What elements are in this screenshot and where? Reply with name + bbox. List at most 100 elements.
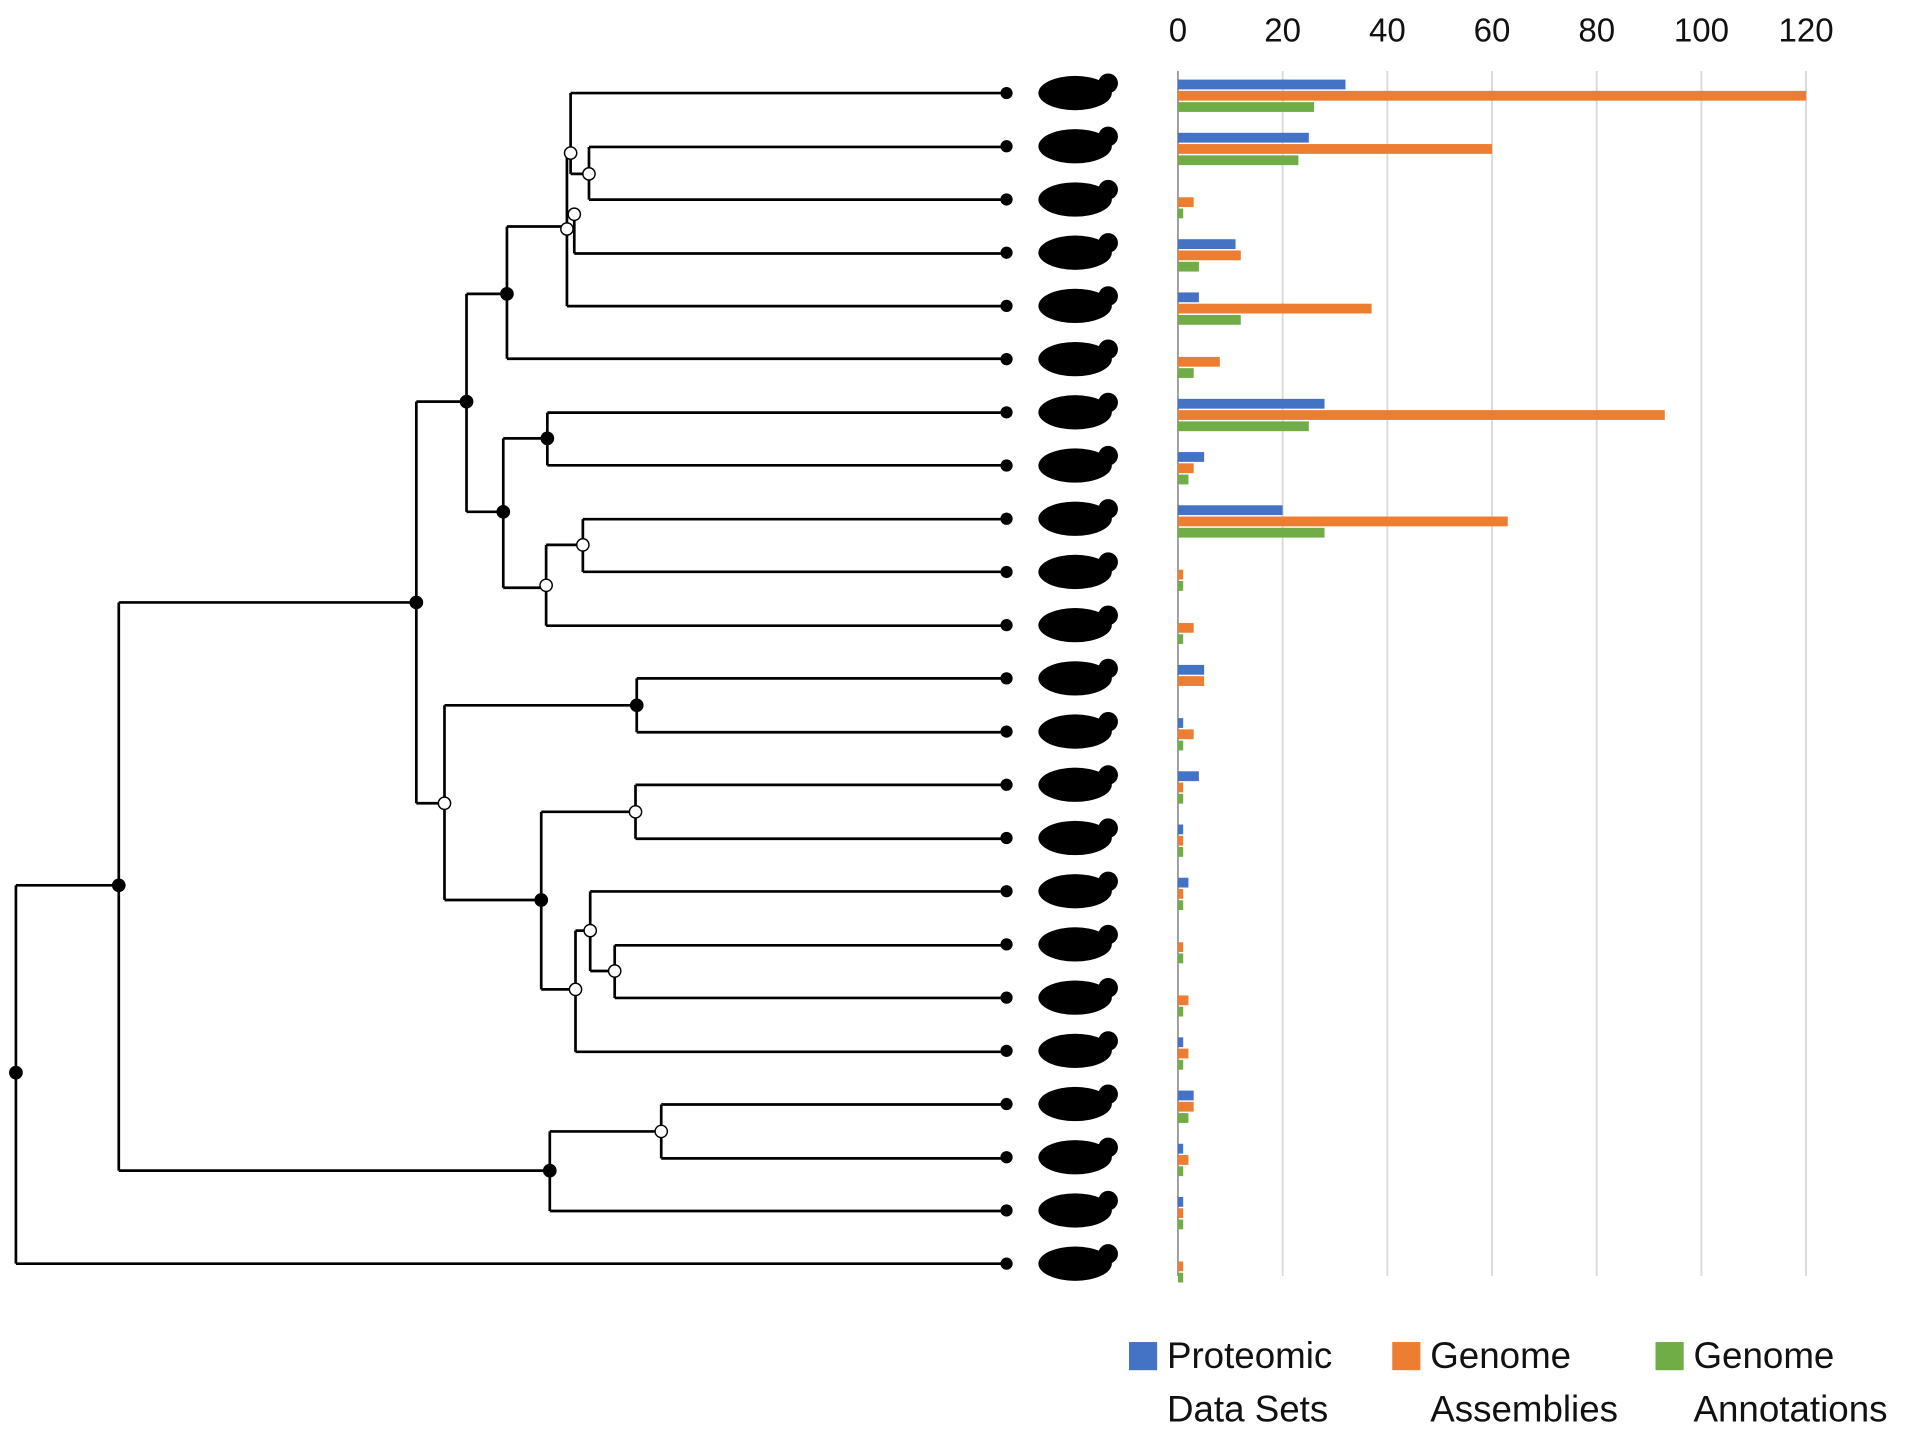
node xyxy=(111,878,126,893)
leaf-dot xyxy=(1000,1044,1013,1057)
animal-silhouette-head xyxy=(1098,73,1118,94)
bar xyxy=(1177,421,1309,432)
animal-silhouette xyxy=(1038,980,1112,1015)
animal-silhouette xyxy=(1038,714,1112,749)
bar xyxy=(1177,793,1184,804)
node-open xyxy=(437,796,452,811)
x-tick-label: 0 xyxy=(1169,13,1187,50)
leaf-dot xyxy=(1000,565,1013,579)
leaf-dot xyxy=(1000,938,1013,951)
leaf-dot xyxy=(1000,299,1013,313)
bar xyxy=(1177,250,1241,261)
bar xyxy=(1177,835,1184,846)
node xyxy=(542,1163,557,1178)
node-open xyxy=(576,538,590,552)
animal-silhouette-head xyxy=(1098,392,1118,413)
bar xyxy=(1177,771,1199,782)
animal-silhouette-head xyxy=(1098,552,1118,572)
node-open xyxy=(583,923,598,938)
bar xyxy=(1177,1048,1189,1059)
animal-silhouette-head xyxy=(1098,658,1118,679)
bar xyxy=(1177,1219,1184,1230)
animal-silhouette xyxy=(1038,874,1112,909)
bar xyxy=(1177,356,1220,367)
leaf-dot xyxy=(1000,831,1013,845)
animal-silhouette xyxy=(1038,395,1112,430)
bar xyxy=(1177,79,1346,90)
bar xyxy=(1177,847,1184,857)
bar xyxy=(1177,516,1508,527)
leaf-dot xyxy=(1000,991,1013,1004)
bar xyxy=(1177,144,1493,154)
node-open xyxy=(628,804,643,819)
bar xyxy=(1177,90,1807,101)
animal-silhouette-head xyxy=(1098,126,1118,147)
bar xyxy=(1177,463,1194,474)
node xyxy=(534,893,549,907)
node-open xyxy=(568,982,583,997)
animal-silhouette-head xyxy=(1098,765,1118,785)
node xyxy=(496,504,511,519)
x-tick-label: 120 xyxy=(1779,13,1834,50)
x-tick-label: 40 xyxy=(1369,13,1406,50)
bar xyxy=(1177,782,1184,793)
animal-silhouette xyxy=(1038,1033,1112,1068)
bar xyxy=(1177,261,1199,272)
bar xyxy=(1177,132,1309,143)
legend-item: Genome Assemblies xyxy=(1392,1330,1643,1438)
node xyxy=(409,595,424,610)
animal-silhouette-head xyxy=(1098,499,1118,519)
animal-silhouette xyxy=(1038,75,1112,111)
node-open xyxy=(560,222,574,236)
node-open xyxy=(567,207,582,222)
leaf-dot xyxy=(1000,406,1013,419)
x-tick-label: 20 xyxy=(1264,13,1301,50)
bar xyxy=(1177,452,1205,462)
legend-swatch xyxy=(1392,1342,1421,1371)
bar xyxy=(1177,1166,1184,1177)
animal-silhouette-head xyxy=(1098,711,1118,732)
animal-silhouette-head xyxy=(1098,605,1118,626)
leaf-dot xyxy=(1000,672,1013,685)
bar xyxy=(1177,877,1189,888)
node xyxy=(500,287,514,301)
bar xyxy=(1177,239,1236,250)
leaf-dot xyxy=(1000,140,1013,153)
bar xyxy=(1177,303,1372,314)
animal-silhouette xyxy=(1038,288,1112,324)
legend-item: Proteomic Data Sets xyxy=(1128,1330,1380,1438)
node xyxy=(9,1065,23,1080)
tree-nodes xyxy=(9,146,669,1178)
legend-label: Proteomic Data Sets xyxy=(1166,1335,1333,1431)
animal-silhouette-head xyxy=(1098,286,1118,306)
node-open xyxy=(582,167,596,181)
bar xyxy=(1177,622,1194,633)
bar xyxy=(1177,581,1184,591)
animal-silhouette xyxy=(1038,661,1112,696)
legend-swatch xyxy=(1655,1342,1684,1371)
bar xyxy=(1177,505,1283,516)
bar xyxy=(1177,889,1184,899)
animal-silhouette-head xyxy=(1098,871,1118,892)
bar xyxy=(1177,1261,1184,1272)
animal-silhouette-head xyxy=(1098,1031,1118,1051)
leaf-dot xyxy=(1000,725,1013,738)
node xyxy=(629,698,644,713)
animal-silhouette-head xyxy=(1098,818,1118,838)
phylogenetic-tree xyxy=(14,91,1007,1266)
bar xyxy=(1177,208,1184,219)
leaf-dot xyxy=(1000,1097,1013,1111)
bar xyxy=(1177,676,1205,686)
node xyxy=(540,431,555,446)
bar xyxy=(1177,740,1184,751)
bar xyxy=(1177,292,1199,303)
rows xyxy=(1000,73,1118,1281)
legend-item: Genome Annotations xyxy=(1655,1330,1907,1438)
leaf-dot xyxy=(1000,885,1013,898)
bar xyxy=(1177,398,1325,409)
bar xyxy=(1177,1155,1189,1165)
bar xyxy=(1177,664,1205,675)
node-open xyxy=(607,964,622,978)
